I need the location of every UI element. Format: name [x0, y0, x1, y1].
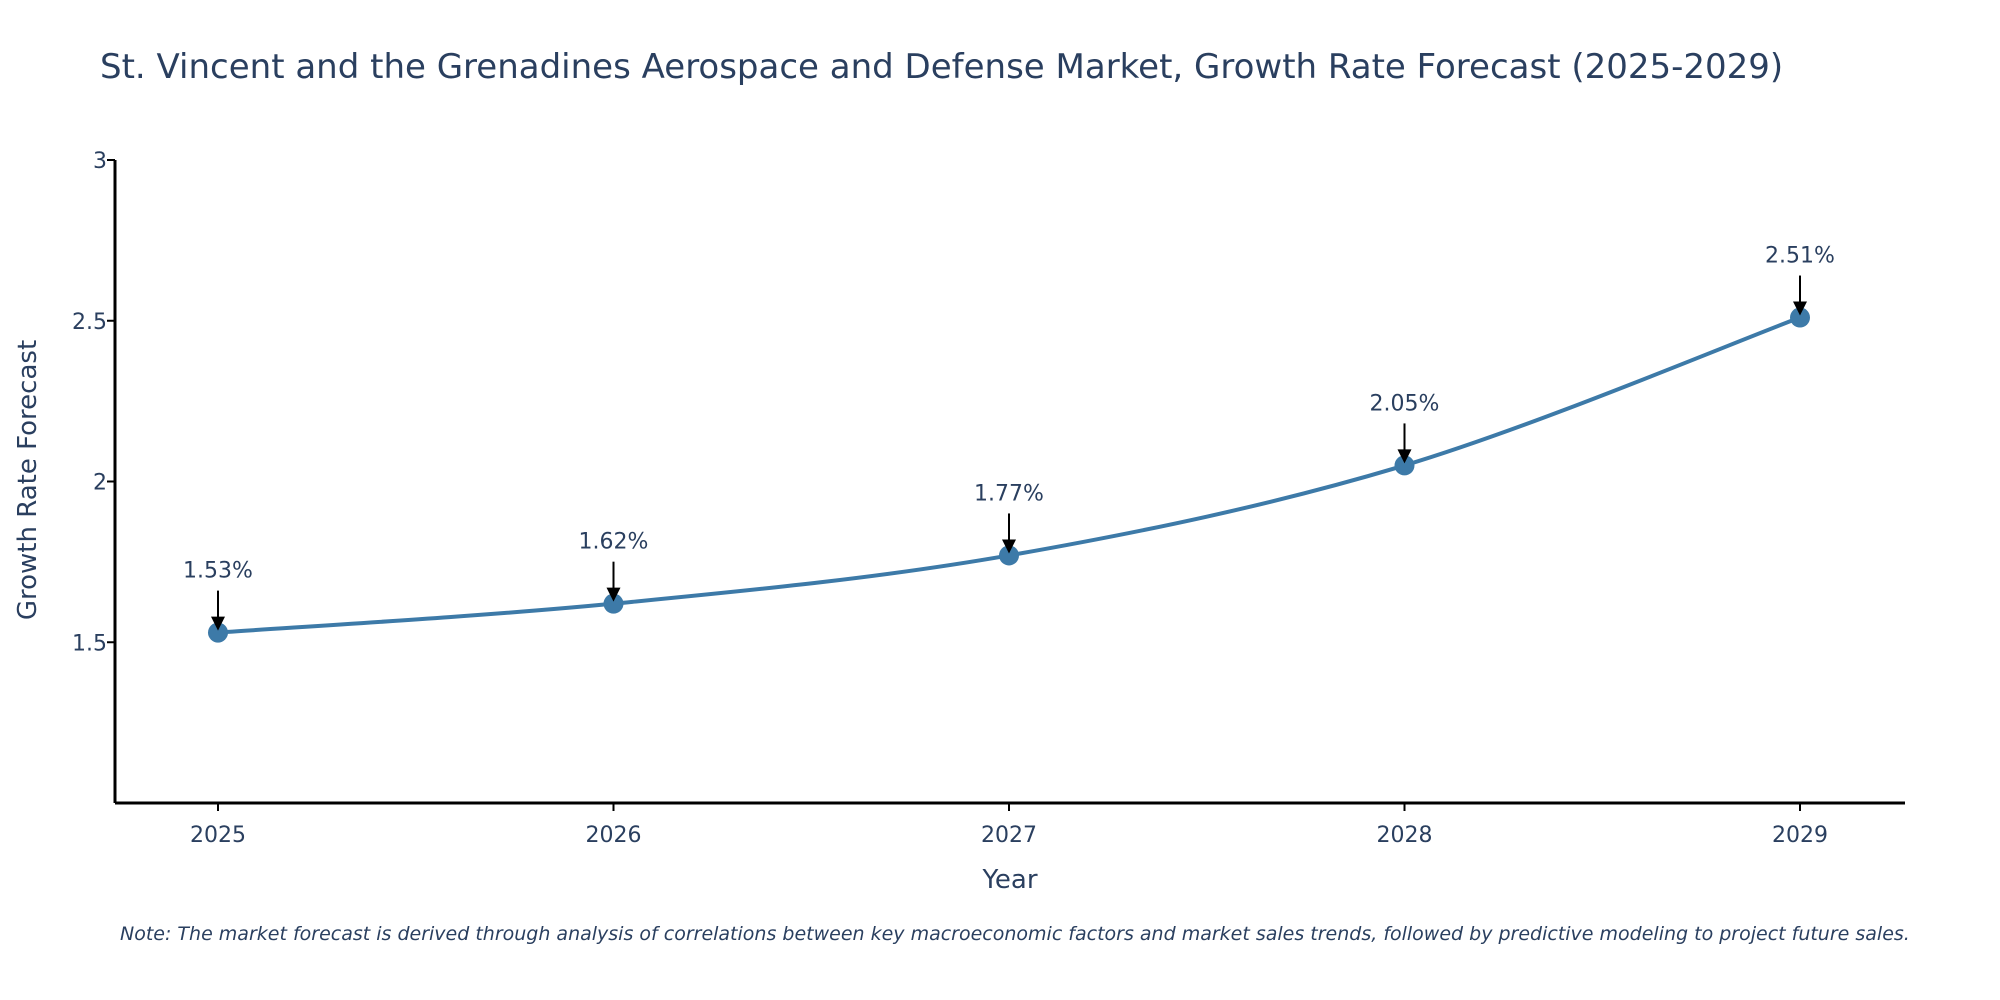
data-label: 1.53% — [183, 559, 253, 584]
y-axis-title: Growth Rate Forecast — [13, 340, 43, 620]
series-line — [217, 315, 1801, 635]
data-label: 2.51% — [1765, 244, 1835, 269]
x-tick-label: 2028 — [1377, 823, 1433, 848]
data-point[interactable] — [208, 622, 228, 643]
data-point[interactable] — [1394, 455, 1415, 476]
chart-title: St. Vincent and the Grenadines Aerospace… — [100, 47, 1783, 87]
x-tick-label: 2026 — [586, 823, 642, 848]
x-axis-ticks: 2025 2026 2027 2028 2029 — [190, 803, 1828, 848]
y-tick-label: 1.5 — [72, 631, 107, 656]
annotation-arrow-head — [1793, 301, 1807, 316]
y-tick-label: 2 — [93, 471, 107, 496]
data-point[interactable] — [1790, 307, 1810, 328]
data-label-annotations: 1.53% 1.62% 1.77% 2.05% 2.51% — [183, 244, 1835, 631]
y-tick-label: 2.5 — [72, 310, 107, 335]
annotation-arrow-head — [606, 587, 621, 602]
data-point[interactable] — [999, 545, 1019, 566]
data-label: 2.05% — [1370, 391, 1440, 416]
data-label: 1.77% — [974, 481, 1044, 506]
x-axis-title: Year — [981, 865, 1037, 895]
data-label: 1.62% — [579, 530, 649, 555]
x-tick-label: 2027 — [981, 823, 1037, 848]
annotation-arrow-head — [1002, 539, 1016, 554]
data-point[interactable] — [603, 593, 624, 614]
x-tick-label: 2025 — [190, 823, 246, 848]
y-axis-ticks: 1.5 2 2.5 3 — [72, 149, 115, 656]
y-tick-label: 3 — [93, 149, 107, 174]
growth-rate-series — [208, 307, 1810, 643]
chart-note: Note: The market forecast is derived thr… — [120, 923, 1910, 945]
annotation-arrow-head — [211, 616, 225, 631]
x-tick-label: 2029 — [1772, 823, 1828, 848]
annotation-arrow-head — [1397, 449, 1412, 464]
